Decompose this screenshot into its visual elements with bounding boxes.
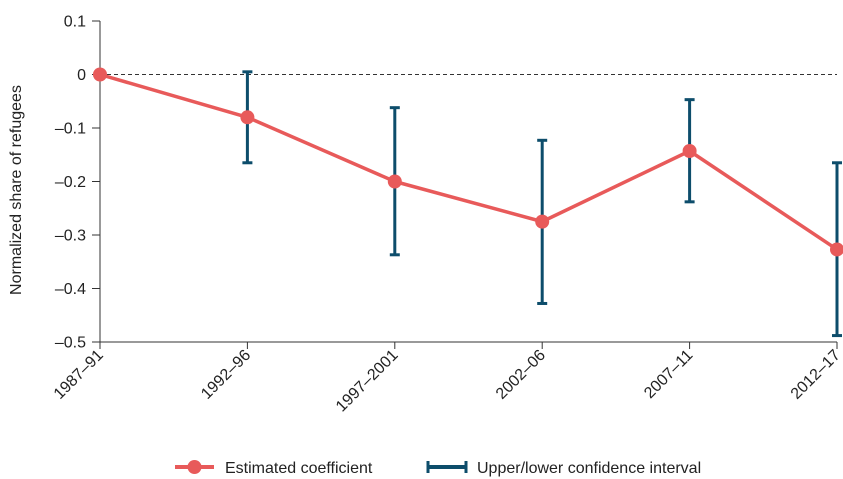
series-line-estimated-coefficient (99, 72, 838, 251)
y-axis-title: Normalized share of refugees (8, 85, 25, 295)
y-tick-labels: 0.1 0 –0.1 –0.2 –0.3 –0.4 –0.5 (55, 14, 86, 352)
axes (92, 20, 838, 349)
y-tick-label: 0.1 (64, 14, 86, 31)
legend-series-swatch-marker (187, 460, 202, 474)
x-tick-label: 1987–91 (51, 347, 107, 403)
y-tick-label: –0.3 (55, 228, 86, 245)
legend: Estimated coefficient Upper/lower confid… (175, 460, 701, 477)
data-point (387, 174, 402, 189)
x-tick-label: 1997–2001 (333, 347, 402, 416)
legend-ci-label: Upper/lower confidence interval (477, 460, 701, 477)
x-tick-label: 1992–96 (198, 347, 254, 403)
data-point (535, 214, 550, 229)
data-point (830, 242, 843, 257)
data-point (240, 110, 255, 125)
series (93, 67, 843, 257)
x-tick-labels: 1987–91 1992–96 1997–2001 2002–06 2007–11 201… (51, 347, 843, 416)
y-tick-label: 0 (77, 67, 86, 84)
x-tick-label: 2007–11 (641, 347, 696, 402)
confidence-intervals (242, 70, 842, 338)
y-tick-label: –0.5 (55, 335, 86, 352)
x-tick-label: 2012–17 (788, 347, 843, 403)
data-point (93, 67, 107, 82)
legend-series-label: Estimated coefficient (225, 460, 373, 477)
y-tick-label: –0.1 (55, 121, 86, 138)
x-tick-label: 2002–06 (493, 347, 549, 403)
y-tick-label: –0.2 (55, 174, 86, 191)
data-point (682, 144, 697, 159)
y-tick-label: –0.4 (55, 281, 86, 298)
